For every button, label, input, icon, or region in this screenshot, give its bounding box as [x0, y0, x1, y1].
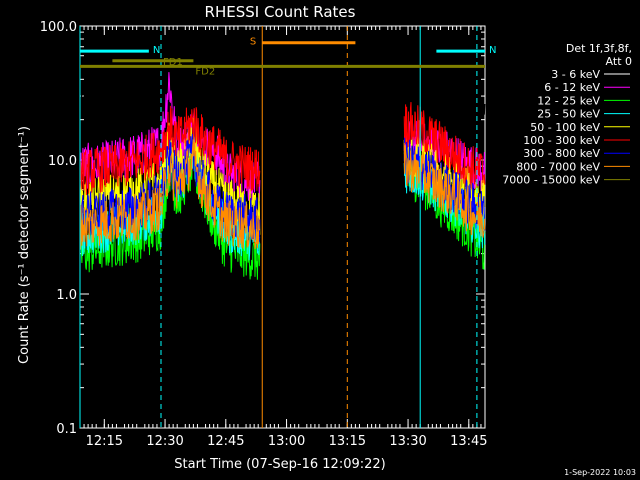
x-tick-label: 13:15: [329, 434, 366, 449]
y-tick-label: 100.0: [40, 20, 77, 35]
legend-header: Att 0: [606, 55, 632, 68]
legend-entry-label: 100 - 300 keV: [523, 134, 600, 147]
state-bar-label: FD1: [163, 57, 183, 68]
legend-entry-label: 3 - 6 keV: [551, 68, 600, 81]
chart-title: RHESSI Count Rates: [205, 3, 356, 21]
x-tick-label: 13:30: [389, 434, 426, 449]
footer-stamp: 1-Sep-2022 10:03: [564, 468, 636, 477]
x-tick-label: 13:00: [268, 434, 305, 449]
state-bar-label: S: [250, 37, 256, 48]
legend-header: Det 1f,3f,8f,: [566, 42, 632, 55]
legend-entry-label: 800 - 7000 keV: [516, 160, 600, 173]
x-axis-label: Start Time (07-Sep-16 12:09:22): [174, 457, 385, 472]
legend-entry-label: 12 - 25 keV: [537, 94, 600, 107]
x-tick-label: 13:45: [450, 434, 487, 449]
state-bar-label: FD2: [195, 66, 215, 77]
y-tick-label: 0.1: [56, 422, 77, 437]
legend-entry-label: 6 - 12 keV: [544, 81, 600, 94]
legend-entry-label: 50 - 100 keV: [530, 121, 600, 134]
legend-entry-label: 25 - 50 keV: [537, 108, 600, 121]
y-tick-label: 1.0: [56, 288, 77, 303]
state-bar-label: N: [489, 45, 496, 56]
y-axis-label: Count Rate (s⁻¹ detector segment⁻¹): [17, 126, 32, 364]
x-tick-label: 12:30: [146, 434, 183, 449]
legend-entry-label: 7000 - 15000 keV: [502, 174, 600, 187]
plot-layer: 0.1 1.0 10.0 100.0 12:15 12:30 12:45 13:00 13:15…: [40, 20, 497, 449]
series-line: [79, 139, 486, 250]
series-line: [79, 67, 486, 118]
y-tick-label: 10.0: [48, 154, 77, 169]
x-tick-label: 12:15: [86, 434, 123, 449]
legend-entry-label: 300 - 800 keV: [523, 147, 600, 160]
state-bar-label: N: [153, 45, 160, 56]
x-tick-label: 12:45: [207, 434, 244, 449]
